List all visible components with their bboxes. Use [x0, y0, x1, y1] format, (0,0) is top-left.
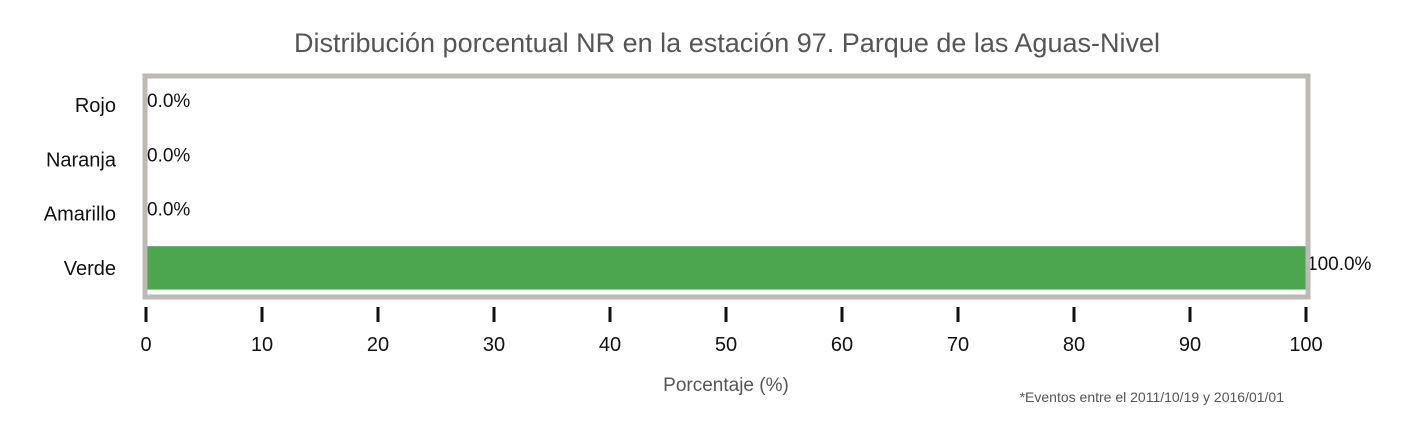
value-label-verde: 100.0%: [1307, 254, 1372, 275]
bars-layer: [146, 246, 1306, 290]
y-tick-label-rojo: Rojo: [75, 95, 116, 117]
y-tick-label-verde: Verde: [64, 258, 116, 280]
x-axis-label: Porcentaje (%): [663, 375, 789, 396]
x-tick-label: 100: [1289, 334, 1322, 356]
x-tick-label: 80: [1063, 334, 1085, 356]
x-tick-label: 50: [715, 334, 737, 356]
x-tick-label: 70: [947, 334, 969, 356]
x-axis-ticks: 0 10 20 30 40 50 60 70 80 90 100: [140, 307, 1323, 356]
x-tick-label: 20: [367, 334, 389, 356]
x-tick-label: 40: [599, 334, 621, 356]
x-tick-label: 0: [140, 334, 151, 356]
y-tick-labels: Rojo Naranja Amarillo Verde: [44, 95, 117, 280]
plot-frame: [142, 73, 1311, 300]
value-labels-layer: 0.0% 0.0% 0.0% 100.0%: [147, 91, 1372, 275]
value-label-rojo: 0.0%: [147, 91, 190, 112]
x-tick-label: 30: [483, 334, 505, 356]
chart-title: Distribución porcentual NR en la estació…: [294, 28, 1160, 58]
bar-verde: [146, 246, 1306, 290]
x-tick-label: 90: [1179, 334, 1201, 356]
value-label-amarillo: 0.0%: [147, 200, 190, 221]
x-tick-label: 60: [831, 334, 853, 356]
y-tick-label-naranja: Naranja: [46, 149, 117, 171]
footnote: *Eventos entre el 2011/10/19 y 2016/01/0…: [1020, 389, 1285, 405]
y-tick-label-amarillo: Amarillo: [44, 204, 116, 226]
value-label-naranja: 0.0%: [147, 145, 190, 166]
x-tick-label: 10: [251, 334, 273, 356]
